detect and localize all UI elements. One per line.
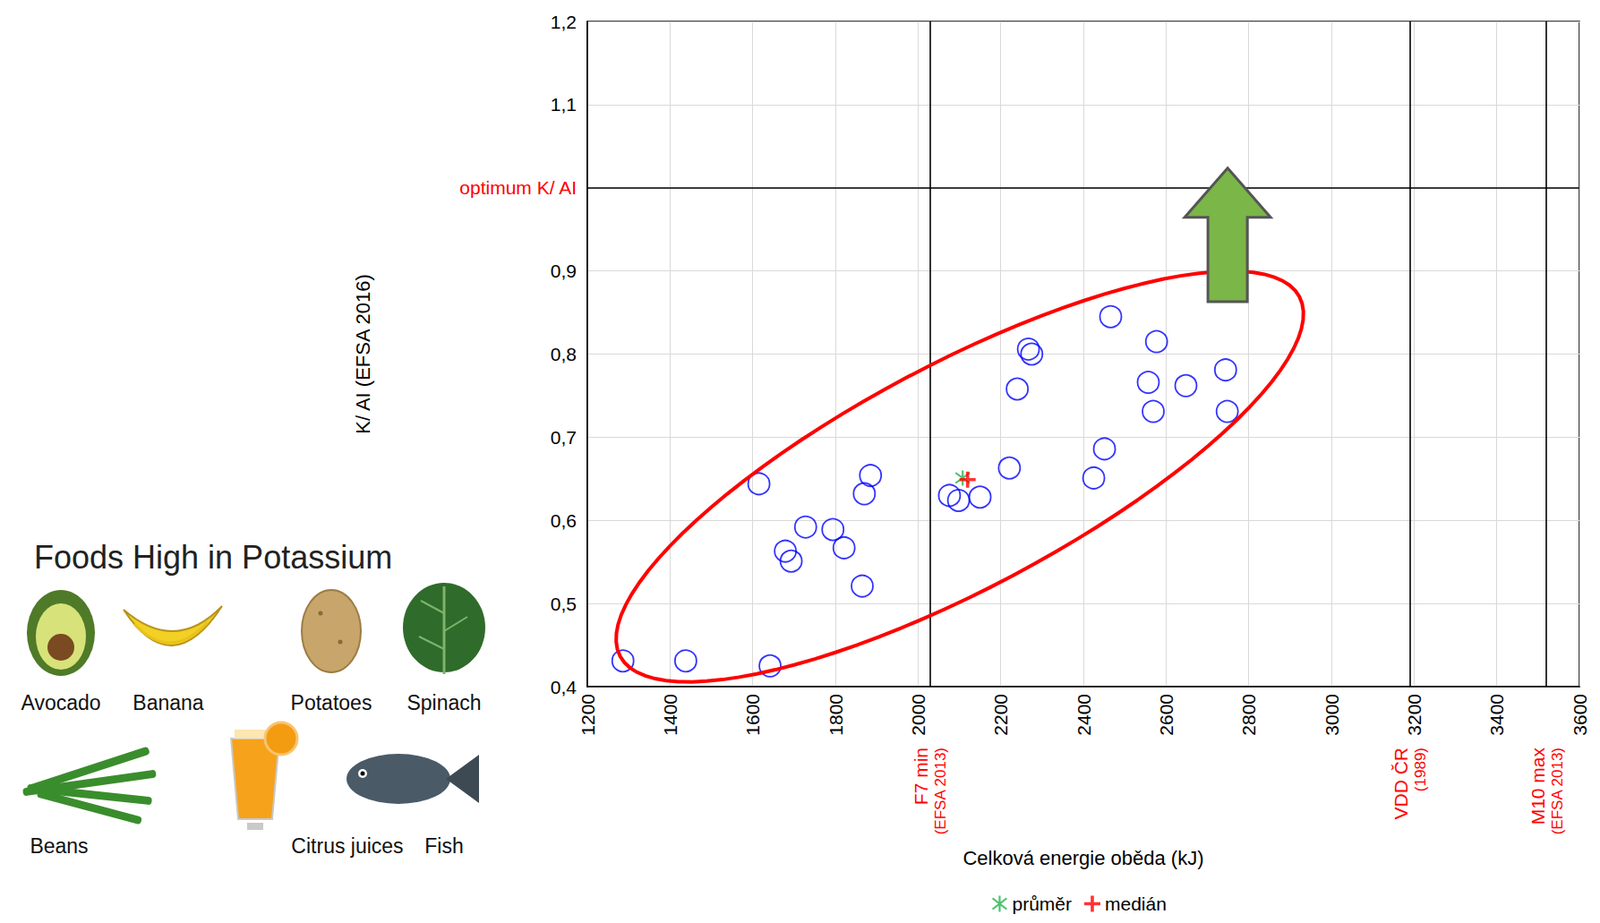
svg-text:0,6: 0,6 — [550, 510, 577, 531]
svg-text:0,8: 0,8 — [550, 343, 577, 365]
svg-text:Foods High in Potassium: Foods High in Potassium — [34, 539, 393, 576]
svg-text:(EFSA 2013): (EFSA 2013) — [1548, 747, 1566, 835]
svg-text:3000: 3000 — [1321, 693, 1343, 736]
svg-text:Beans: Beans — [29, 834, 88, 858]
svg-text:1,2: 1,2 — [550, 11, 577, 33]
svg-text:medián: medián — [1104, 893, 1167, 915]
svg-text:1800: 1800 — [825, 693, 847, 736]
svg-text:optimum K/ AI: optimum K/ AI — [459, 177, 577, 198]
svg-text:0,4: 0,4 — [550, 676, 578, 698]
svg-text:Spinach: Spinach — [406, 691, 481, 715]
svg-text:1400: 1400 — [659, 693, 681, 736]
svg-text:(1989): (1989) — [1411, 747, 1429, 792]
svg-text:M10 max: M10 max — [1527, 747, 1549, 826]
svg-text:0,5: 0,5 — [550, 593, 577, 615]
svg-text:2800: 2800 — [1238, 693, 1259, 736]
svg-text:Potatoes: Potatoes — [290, 691, 373, 715]
svg-text:Fish: Fish — [424, 834, 463, 858]
svg-text:3600: 3600 — [1569, 693, 1591, 736]
svg-text:K/ AI (EFSA 2016): K/ AI (EFSA 2016) — [351, 273, 375, 435]
svg-text:0,7: 0,7 — [550, 427, 577, 448]
svg-text:0,9: 0,9 — [550, 260, 577, 282]
svg-text:3400: 3400 — [1486, 693, 1507, 736]
svg-text:2600: 2600 — [1155, 693, 1177, 736]
svg-text:1,1: 1,1 — [550, 94, 577, 115]
svg-text:Citrus juices: Citrus juices — [290, 834, 403, 858]
svg-text:2000: 2000 — [907, 693, 929, 736]
svg-text:(EFSA 2013): (EFSA 2013) — [932, 747, 950, 835]
svg-text:2200: 2200 — [990, 693, 1011, 736]
svg-text:3200: 3200 — [1403, 693, 1425, 736]
svg-text:Celková energie oběda (kJ): Celková energie oběda (kJ) — [962, 847, 1204, 870]
svg-text:2400: 2400 — [1073, 693, 1095, 736]
svg-text:1600: 1600 — [742, 693, 763, 736]
svg-text:průměr: průměr — [1011, 893, 1072, 915]
svg-text:VDD ČR: VDD ČR — [1390, 747, 1412, 821]
svg-text:Banana: Banana — [132, 691, 205, 715]
svg-text:1200: 1200 — [577, 693, 599, 736]
svg-text:Avocado: Avocado — [20, 691, 101, 715]
svg-text:F7 min: F7 min — [910, 747, 932, 805]
